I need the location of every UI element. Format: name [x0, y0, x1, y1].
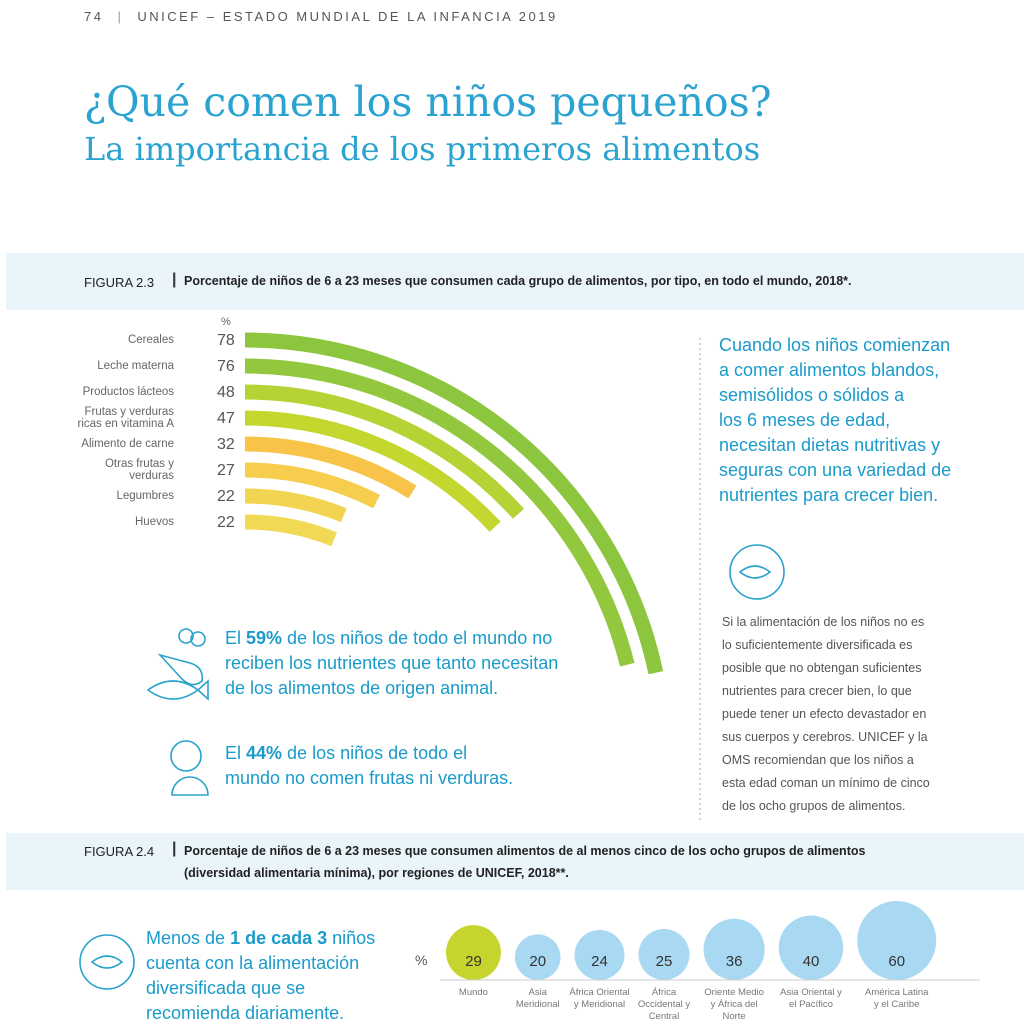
fact: El 44% de los niños de todo el mundo no …	[225, 741, 513, 791]
figure-caption: Porcentaje de niños de 6 a 23 meses que …	[184, 274, 852, 288]
bubble	[638, 929, 690, 980]
note-prefix: Menos de	[146, 928, 231, 948]
note: Menos de 1 de cada 3 niños cuenta con la…	[146, 926, 375, 1026]
value-label: 48	[217, 384, 235, 401]
arc-bar	[244, 436, 417, 499]
fact-prefix: El	[225, 628, 247, 648]
unit-label: %	[415, 952, 428, 968]
figure-caption: Porcentaje de niños de 6 a 23 meses que …	[184, 844, 866, 880]
page-number: 74	[84, 9, 104, 24]
value-label: 32	[217, 436, 235, 453]
region-label: África Occidental y Central	[637, 987, 691, 1022]
publication: UNICEF – ESTADO MUNDIAL DE LA INFANCIA 2…	[137, 9, 558, 24]
arc-bar	[244, 462, 381, 509]
figure-band	[6, 253, 1024, 310]
fact-prefix: El	[225, 743, 247, 763]
bubble	[857, 900, 937, 980]
fact-text: de los niños de todo el mundo no comen f…	[225, 743, 514, 788]
region-label: Oriente Medio y África del Norte	[704, 987, 764, 1022]
side-text: Si la alimentación de los niños no es lo…	[722, 615, 930, 813]
subtitle: La importancia de los primeros alimentos	[84, 130, 761, 168]
figure-band	[6, 833, 1024, 890]
category-label: Cereales	[127, 334, 174, 346]
note-text: niños cuenta con la alimentación diversi…	[146, 928, 376, 1023]
category-label: Leche materna	[97, 360, 174, 372]
bubble-label: 29	[465, 953, 482, 970]
arc-bar	[244, 410, 501, 532]
arc-bar	[244, 384, 525, 519]
value-label: 47	[217, 410, 235, 427]
region-label: Asia Meridional	[515, 987, 560, 1010]
bubble-label: 24	[591, 953, 608, 970]
bubble	[574, 930, 625, 980]
arc-bar	[244, 358, 635, 667]
category-label: Huevos	[135, 516, 174, 528]
figure-label: FIGURA 2.4	[84, 844, 155, 859]
title: ¿Qué comen los niños pequeños?	[84, 78, 772, 126]
value-label: 22	[217, 488, 235, 505]
arc-bar	[244, 332, 664, 675]
region-label: Asia Oriental y el Pacífico	[780, 987, 842, 1010]
arc-bar	[244, 488, 347, 523]
fact-highlight: 59%	[246, 628, 283, 648]
figure-label: FIGURA 2.3	[84, 275, 155, 290]
category-label: Legumbres	[116, 490, 174, 502]
value-label: 78	[217, 332, 235, 349]
category-label: Alimento de carne	[81, 438, 174, 450]
bubble	[446, 925, 501, 980]
note-highlight: 1 de cada 3	[230, 928, 328, 948]
fact-highlight: 44%	[246, 743, 283, 763]
bubble	[514, 934, 561, 980]
bubble	[778, 915, 844, 980]
value-label: 22	[217, 514, 235, 531]
bubble	[703, 918, 765, 981]
region-label: África Oriental y Meridional	[569, 987, 630, 1010]
category-label: Productos lácteos	[82, 386, 174, 398]
value-label: 76	[217, 358, 235, 375]
bubble-label: 40	[803, 953, 820, 970]
region-label: América Latina y el Caribe	[865, 987, 929, 1010]
unit-label: %	[221, 316, 231, 328]
running-header: 74 | UNICEF – ESTADO MUNDIAL DE LA INFANCI…	[84, 9, 558, 24]
fact: El 59% de los niños de todo el mundo no …	[225, 626, 558, 701]
bubble-label: 60	[888, 953, 905, 970]
value-label: 27	[217, 462, 235, 479]
category-label: Frutas y verduras ricas en vitamina A	[77, 406, 174, 430]
category-label: Otras frutas y verduras	[104, 458, 174, 482]
fact-text: de los niños de todo el mundo no reciben…	[225, 628, 559, 698]
callout: Cuando los niños comienzan a comer alime…	[719, 335, 952, 505]
bubble-label: 36	[726, 953, 743, 970]
arc-bar	[244, 514, 337, 547]
icons	[79, 544, 785, 990]
region-label: Mundo	[458, 987, 488, 998]
bubble-label: 20	[529, 953, 546, 970]
bubble-label: 25	[656, 953, 673, 970]
